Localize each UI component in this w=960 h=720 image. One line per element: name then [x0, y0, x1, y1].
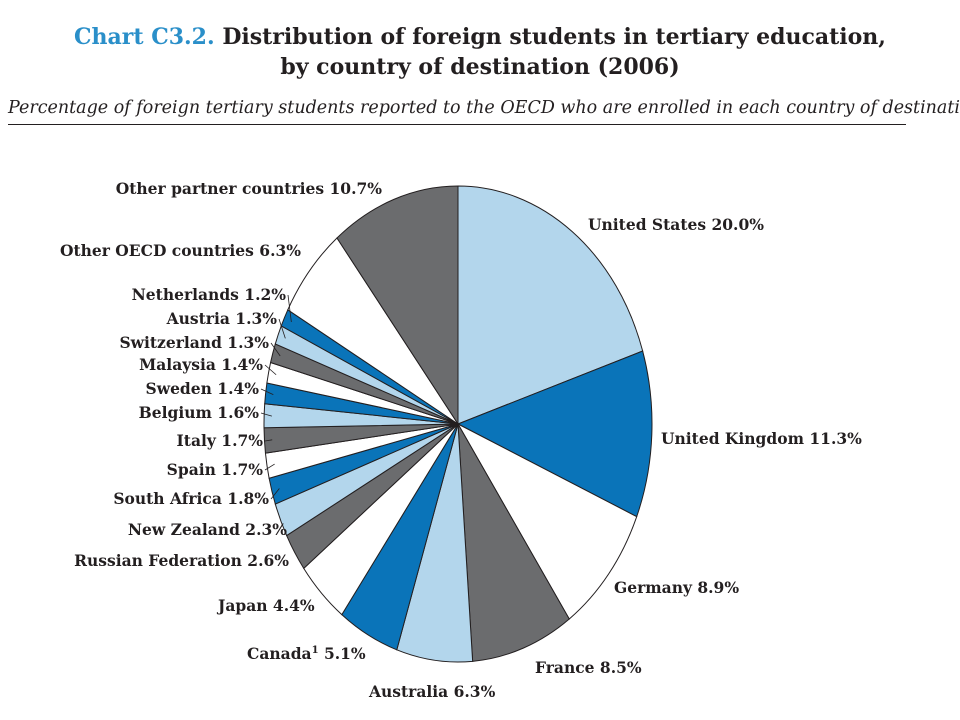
slice-labels: United States 20.0% United Kingdom 11.3% G… — [60, 179, 862, 701]
leader-line-switzerland — [270, 342, 281, 357]
pie-slice-united-kingdom — [456, 350, 653, 518]
slice-label-malaysia: Malaysia 1.4% — [139, 355, 263, 374]
leader-lines — [260, 294, 292, 500]
title-line-2: by country of destination (2006) — [280, 54, 680, 80]
slice-label-netherlands: Netherlands 1.2% — [132, 285, 287, 304]
pie-slice-united-states — [457, 185, 644, 425]
slice-label-sweden: Sweden 1.4% — [146, 379, 260, 398]
subtitle-rule — [8, 124, 906, 125]
leader-line-malaysia — [264, 364, 277, 376]
slice-label-belgium: Belgium 1.6% — [139, 403, 260, 422]
slice-label-switzerland: Switzerland 1.3% — [119, 333, 269, 352]
slice-label-japan: Japan 4.4% — [216, 596, 315, 615]
leader-line-south-africa — [270, 488, 280, 500]
slice-label-canada: Canada1 5.1% — [247, 644, 366, 663]
chart-id: Chart C3.2. — [74, 24, 215, 50]
slice-label-new-zealand: New Zealand 2.3% — [128, 520, 287, 539]
chart-title: Chart C3.2. Distribution of foreign stud… — [0, 22, 960, 82]
title-line-1: Chart C3.2. Distribution of foreign stud… — [0, 22, 960, 52]
slice-label-france: France 8.5% — [535, 658, 642, 677]
pie-slice-other-partner-countries — [336, 185, 459, 426]
pie-slices — [263, 185, 653, 663]
slice-label-south-africa: South Africa 1.8% — [113, 489, 269, 508]
leader-line-italy — [264, 439, 273, 442]
leader-line-austria — [278, 318, 286, 339]
slice-label-other-partner-countries: Other partner countries 10.7% — [116, 179, 383, 198]
chart-subtitle: Percentage of foreign tertiary students … — [8, 98, 960, 118]
footnote-marker: 1 — [312, 645, 319, 656]
slice-label-austria: Austria 1.3% — [166, 309, 278, 328]
pie-slice-germany — [456, 422, 638, 620]
leader-line-belgium — [260, 412, 272, 417]
slice-label-united-kingdom: United Kingdom 11.3% — [661, 429, 862, 448]
slice-label-other-oecd-countries: Other OECD countries 6.3% — [60, 241, 301, 260]
slice-label-italy: Italy 1.7% — [177, 431, 264, 450]
leader-line-sweden — [260, 388, 274, 395]
slice-label-spain: Spain 1.7% — [167, 460, 264, 479]
leader-line-spain — [264, 463, 275, 471]
leader-line-netherlands — [287, 294, 292, 323]
title-text-1: Distribution of foreign students in tert… — [222, 24, 886, 50]
slice-label-germany: Germany 8.9% — [614, 578, 739, 597]
slice-label-australia: Australia 6.3% — [368, 682, 496, 701]
pie-slice-france — [457, 423, 570, 662]
slice-label-united-states: United States 20.0% — [588, 215, 764, 234]
slice-label-russian-federation: Russian Federation 2.6% — [74, 551, 289, 570]
